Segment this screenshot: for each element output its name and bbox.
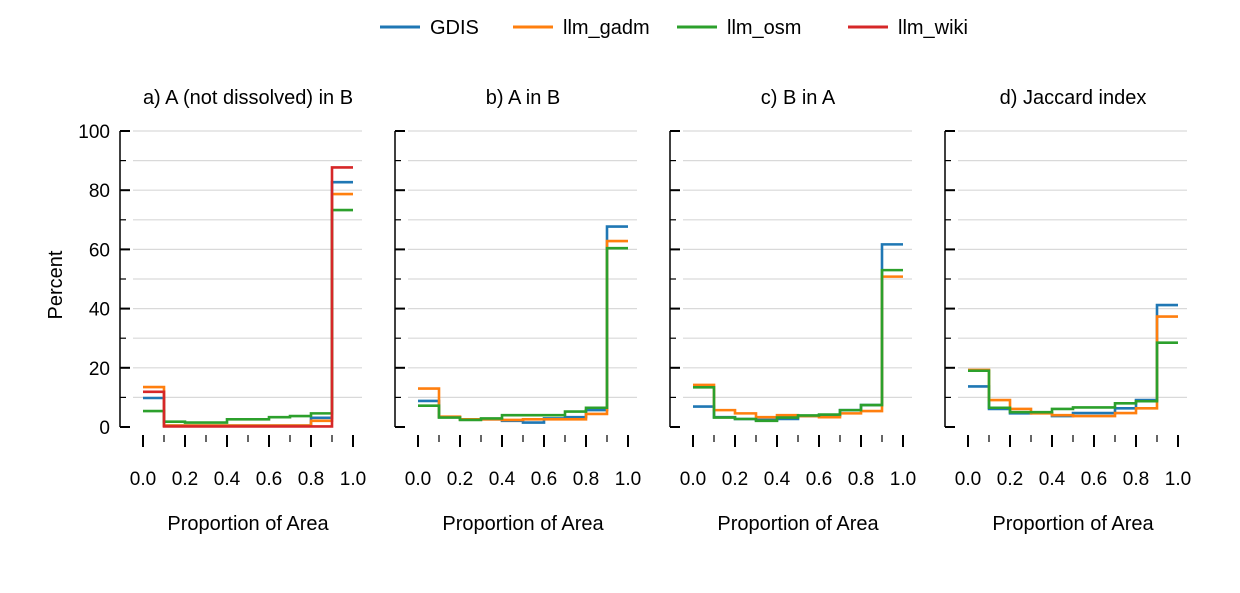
series-step-llm_gadm <box>143 192 353 427</box>
y-tick-label: 20 <box>89 359 110 380</box>
series-step-llm_osm <box>968 341 1178 414</box>
y-tick-label: 0 <box>99 418 110 439</box>
x-tick-label: 1.0 <box>1165 469 1191 490</box>
panel-a: 0 20 40 60 80 100 Percent 0.0 0.2 0.4 0.6 0.8 1.0 Pro… <box>45 87 366 535</box>
series-step-GDIS <box>693 243 903 422</box>
x-tick-label: 0.6 <box>1081 469 1107 490</box>
y-axis-label: Percent <box>45 250 67 319</box>
y-tick-label: 100 <box>78 122 110 143</box>
panel-title: a) A (not dissolved) in B <box>143 87 353 109</box>
series-step-llm_osm <box>693 268 903 423</box>
panel-title: d) Jaccard index <box>1000 87 1147 109</box>
x-tick-label: 0.4 <box>214 469 241 490</box>
series-step-llm_gadm <box>968 315 1178 418</box>
panel-d: 0.0 0.2 0.4 0.6 0.8 1.0 Proportion of Area d) J… <box>944 87 1191 535</box>
legend: GDIS llm_gadm llm_osm llm_wiki <box>380 17 968 39</box>
x-tick-label: 0.2 <box>447 469 473 490</box>
legend-label-GDIS: GDIS <box>430 17 479 39</box>
panel-c: 0.0 0.2 0.4 0.6 0.8 1.0 Proportion of Area c) B… <box>669 87 916 535</box>
x-axis-label: Proportion of Area <box>992 513 1154 535</box>
x-tick-label: 0.0 <box>680 469 706 490</box>
x-tick-label: 1.0 <box>615 469 641 490</box>
series-step-llm_osm <box>143 208 353 424</box>
x-axis-label: Proportion of Area <box>167 513 329 535</box>
panel-title: b) A in B <box>486 87 561 109</box>
y-tick-label: 80 <box>89 181 110 202</box>
series-step-llm_gadm <box>418 239 628 422</box>
y-tick-label: 60 <box>89 240 110 261</box>
series-step-GDIS <box>418 225 628 424</box>
x-tick-label: 0.2 <box>172 469 198 490</box>
x-axis-label: Proportion of Area <box>717 513 879 535</box>
x-tick-label: 0.0 <box>130 469 156 490</box>
x-tick-label: 1.0 <box>890 469 916 490</box>
x-tick-label: 0.6 <box>256 469 282 490</box>
series-step-GDIS <box>143 180 353 427</box>
x-tick-label: 0.8 <box>298 469 324 490</box>
x-tick-label: 0.2 <box>997 469 1023 490</box>
x-tick-label: 0.8 <box>573 469 599 490</box>
x-tick-label: 1.0 <box>340 469 366 490</box>
x-tick-label: 0.6 <box>806 469 832 490</box>
panel-b: 0.0 0.2 0.4 0.6 0.8 1.0 Proportion of Area b) A… <box>394 87 641 535</box>
series-step-llm_gadm <box>693 275 903 419</box>
x-tick-label: 0.4 <box>1039 469 1066 490</box>
x-tick-label: 0.4 <box>764 469 791 490</box>
x-tick-label: 0.0 <box>405 469 431 490</box>
x-tick-label: 0.6 <box>531 469 557 490</box>
panel-title: c) B in A <box>761 87 836 109</box>
legend-label-llm_gadm: llm_gadm <box>563 17 650 39</box>
series-step-llm_wiki <box>143 166 353 428</box>
series-step-llm_osm <box>418 246 628 422</box>
x-tick-label: 0.2 <box>722 469 748 490</box>
x-tick-label: 0.8 <box>1123 469 1149 490</box>
x-tick-label: 0.8 <box>848 469 874 490</box>
legend-label-llm_wiki: llm_wiki <box>898 17 968 39</box>
x-axis-label: Proportion of Area <box>442 513 604 535</box>
x-tick-label: 0.4 <box>489 469 516 490</box>
legend-label-llm_osm: llm_osm <box>727 17 801 39</box>
x-tick-label: 0.0 <box>955 469 981 490</box>
y-tick-label: 40 <box>89 300 110 321</box>
